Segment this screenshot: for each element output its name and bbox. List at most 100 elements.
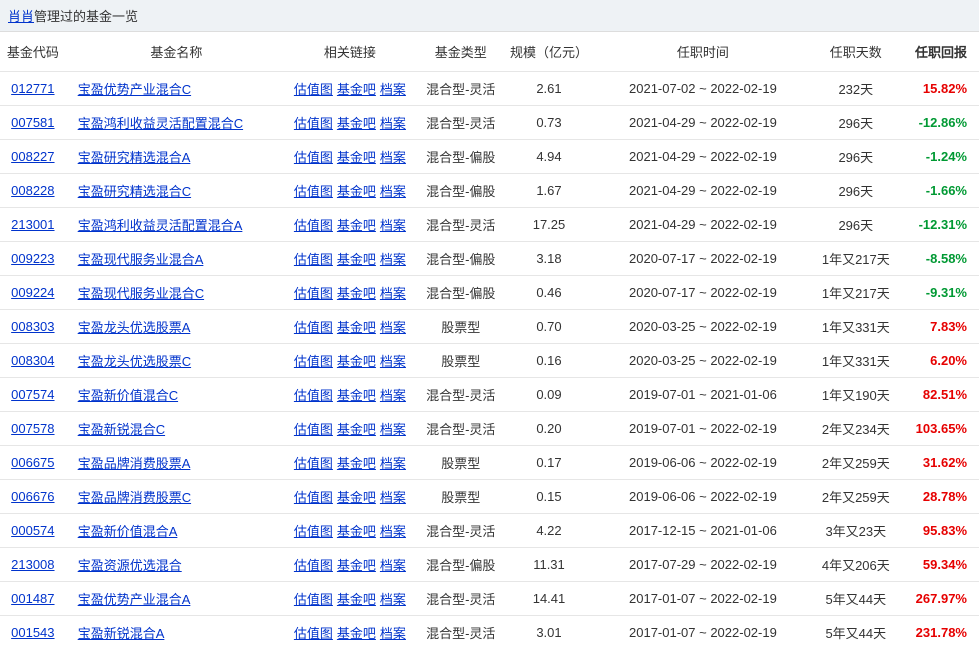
tenure-period: 2017-07-29 ~ 2022-02-19: [595, 548, 810, 582]
valuation-link[interactable]: 估值图: [294, 456, 333, 471]
archive-link[interactable]: 档案: [380, 286, 406, 301]
forum-link[interactable]: 基金吧: [337, 558, 376, 573]
fund-name-link[interactable]: 宝盈品牌消费股票C: [78, 490, 191, 505]
forum-link[interactable]: 基金吧: [337, 490, 376, 505]
fund-code-link[interactable]: 009224: [11, 285, 54, 300]
table-row: 007581宝盈鸿利收益灵活配置混合C估值图基金吧档案混合型-灵活0.73202…: [0, 106, 979, 140]
forum-link[interactable]: 基金吧: [337, 116, 376, 131]
archive-link[interactable]: 档案: [380, 354, 406, 369]
fund-name-link[interactable]: 宝盈新锐混合C: [78, 422, 165, 437]
manager-link[interactable]: 肖肖: [8, 9, 34, 24]
forum-link[interactable]: 基金吧: [337, 320, 376, 335]
fund-code-link[interactable]: 000574: [11, 523, 54, 538]
fund-code-link[interactable]: 213001: [11, 217, 54, 232]
forum-link[interactable]: 基金吧: [337, 354, 376, 369]
archive-link[interactable]: 档案: [380, 116, 406, 131]
forum-link[interactable]: 基金吧: [337, 524, 376, 539]
col-header-name: 基金名称: [66, 32, 281, 72]
valuation-link[interactable]: 估值图: [294, 490, 333, 505]
fund-code-link[interactable]: 009223: [11, 251, 54, 266]
forum-link[interactable]: 基金吧: [337, 626, 376, 641]
forum-link[interactable]: 基金吧: [337, 218, 376, 233]
fund-code-link[interactable]: 012771: [11, 81, 54, 96]
valuation-link[interactable]: 估值图: [294, 286, 333, 301]
fund-type: 混合型-灵活: [419, 582, 503, 616]
archive-link[interactable]: 档案: [380, 184, 406, 199]
valuation-link[interactable]: 估值图: [294, 150, 333, 165]
archive-link[interactable]: 档案: [380, 388, 406, 403]
valuation-link[interactable]: 估值图: [294, 422, 333, 437]
archive-link[interactable]: 档案: [380, 82, 406, 97]
fund-code-link[interactable]: 007574: [11, 387, 54, 402]
fund-code-link[interactable]: 008227: [11, 149, 54, 164]
fund-code-link[interactable]: 007581: [11, 115, 54, 130]
valuation-link[interactable]: 估值图: [294, 558, 333, 573]
page-header: 肖肖管理过的基金一览: [0, 0, 979, 32]
tenure-days: 1年又331天: [811, 310, 901, 344]
fund-name-link[interactable]: 宝盈新价值混合A: [78, 524, 178, 539]
archive-link[interactable]: 档案: [380, 150, 406, 165]
forum-link[interactable]: 基金吧: [337, 286, 376, 301]
fund-name-link[interactable]: 宝盈鸿利收益灵活配置混合A: [78, 218, 243, 233]
fund-code-link[interactable]: 001487: [11, 591, 54, 606]
fund-name-link[interactable]: 宝盈研究精选混合A: [78, 150, 191, 165]
archive-link[interactable]: 档案: [380, 524, 406, 539]
fund-code-link[interactable]: 007578: [11, 421, 54, 436]
archive-link[interactable]: 档案: [380, 320, 406, 335]
valuation-link[interactable]: 估值图: [294, 116, 333, 131]
forum-link[interactable]: 基金吧: [337, 422, 376, 437]
tenure-period: 2020-03-25 ~ 2022-02-19: [595, 310, 810, 344]
forum-link[interactable]: 基金吧: [337, 456, 376, 471]
fund-name-link[interactable]: 宝盈龙头优选股票C: [78, 354, 191, 369]
valuation-link[interactable]: 估值图: [294, 388, 333, 403]
forum-link[interactable]: 基金吧: [337, 184, 376, 199]
archive-link[interactable]: 档案: [380, 218, 406, 233]
tenure-days: 296天: [811, 208, 901, 242]
archive-link[interactable]: 档案: [380, 490, 406, 505]
forum-link[interactable]: 基金吧: [337, 82, 376, 97]
table-row: 001543宝盈新锐混合A估值图基金吧档案混合型-灵活3.012017-01-0…: [0, 616, 979, 649]
fund-code-link[interactable]: 213008: [11, 557, 54, 572]
valuation-link[interactable]: 估值图: [294, 592, 333, 607]
fund-name-link[interactable]: 宝盈新价值混合C: [78, 388, 178, 403]
archive-link[interactable]: 档案: [380, 252, 406, 267]
forum-link[interactable]: 基金吧: [337, 252, 376, 267]
valuation-link[interactable]: 估值图: [294, 218, 333, 233]
fund-name-link[interactable]: 宝盈资源优选混合: [78, 558, 182, 573]
fund-code-link[interactable]: 006676: [11, 489, 54, 504]
table-row: 008303宝盈龙头优选股票A估值图基金吧档案股票型0.702020-03-25…: [0, 310, 979, 344]
archive-link[interactable]: 档案: [380, 626, 406, 641]
fund-name-link[interactable]: 宝盈龙头优选股票A: [78, 320, 191, 335]
fund-name-link[interactable]: 宝盈现代服务业混合A: [78, 252, 204, 267]
fund-name-link[interactable]: 宝盈鸿利收益灵活配置混合C: [78, 116, 243, 131]
fund-name-link[interactable]: 宝盈优势产业混合A: [78, 592, 191, 607]
valuation-link[interactable]: 估值图: [294, 626, 333, 641]
fund-code-link[interactable]: 008304: [11, 353, 54, 368]
fund-name-link[interactable]: 宝盈现代服务业混合C: [78, 286, 204, 301]
archive-link[interactable]: 档案: [380, 456, 406, 471]
archive-link[interactable]: 档案: [380, 422, 406, 437]
valuation-link[interactable]: 估值图: [294, 354, 333, 369]
forum-link[interactable]: 基金吧: [337, 388, 376, 403]
tenure-return: 31.62%: [901, 446, 979, 480]
forum-link[interactable]: 基金吧: [337, 592, 376, 607]
valuation-link[interactable]: 估值图: [294, 524, 333, 539]
valuation-link[interactable]: 估值图: [294, 320, 333, 335]
archive-link[interactable]: 档案: [380, 592, 406, 607]
forum-link[interactable]: 基金吧: [337, 150, 376, 165]
archive-link[interactable]: 档案: [380, 558, 406, 573]
tenure-return: 59.34%: [901, 548, 979, 582]
fund-code-link[interactable]: 001543: [11, 625, 54, 640]
valuation-link[interactable]: 估值图: [294, 184, 333, 199]
fund-name-link[interactable]: 宝盈研究精选混合C: [78, 184, 191, 199]
fund-type: 混合型-偏股: [419, 140, 503, 174]
fund-code-link[interactable]: 006675: [11, 455, 54, 470]
fund-code-link[interactable]: 008303: [11, 319, 54, 334]
fund-scale: 0.20: [503, 412, 595, 446]
fund-name-link[interactable]: 宝盈优势产业混合C: [78, 82, 191, 97]
valuation-link[interactable]: 估值图: [294, 82, 333, 97]
valuation-link[interactable]: 估值图: [294, 252, 333, 267]
fund-name-link[interactable]: 宝盈新锐混合A: [78, 626, 165, 641]
fund-name-link[interactable]: 宝盈品牌消费股票A: [78, 456, 191, 471]
fund-code-link[interactable]: 008228: [11, 183, 54, 198]
